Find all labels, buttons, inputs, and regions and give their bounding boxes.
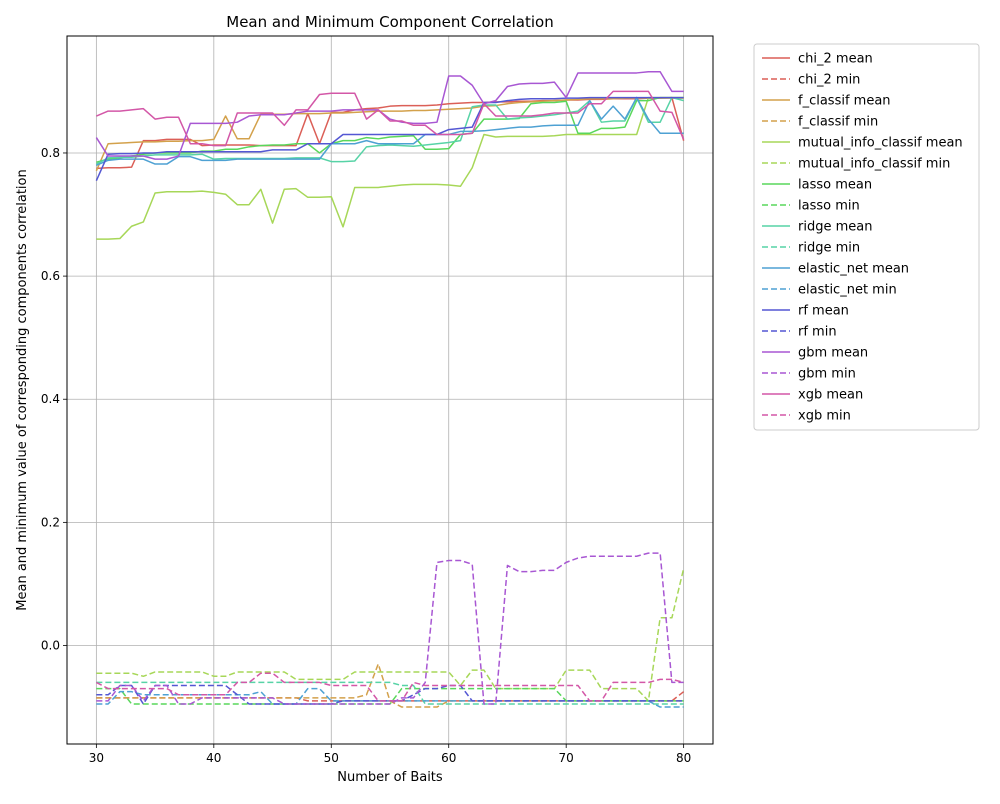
- plot-area-frame: [66, 35, 714, 745]
- y-tick-label: 0.6: [41, 269, 60, 283]
- x-tick-label: 40: [206, 751, 221, 765]
- axis-ticks: 30 40 50 60 70 80 0.0 0.2 0.4 0.6 0.8: [41, 146, 691, 765]
- legend-label: elastic_net mean: [798, 262, 909, 277]
- y-tick-label: 0.0: [41, 638, 60, 652]
- legend-label: rf min: [798, 325, 837, 340]
- legend-label: xgb min: [798, 409, 851, 424]
- y-axis-title: Mean and minimum value of corresponding …: [15, 169, 30, 610]
- series-line-xgb-mean: [96, 90, 685, 147]
- x-tick-label: 30: [89, 751, 104, 765]
- series-line-chi-2-mean: [96, 96, 685, 170]
- legend-label: lasso min: [798, 199, 860, 214]
- legend-label: gbm mean: [798, 346, 868, 361]
- series-line-xgb-min: [96, 672, 684, 702]
- legend-label: lasso mean: [798, 178, 872, 193]
- series-line-gbm-min: [96, 552, 684, 705]
- chart-title: Mean and Minimum Component Correlation: [226, 13, 553, 31]
- series-line-mutual-info-classif-min: [96, 568, 685, 702]
- series-line-elastic-net-mean: [96, 96, 684, 166]
- series-line-chi-2-min: [96, 691, 685, 702]
- legend-label: rf mean: [798, 304, 849, 319]
- legend-label: ridge mean: [798, 220, 872, 235]
- series-line-rf-mean: [95, 96, 684, 181]
- legend-label: f_classif min: [798, 115, 878, 130]
- x-tick-label: 60: [441, 751, 456, 765]
- y-tick-label: 0.2: [41, 515, 60, 529]
- x-tick-label: 70: [559, 751, 574, 765]
- legend-box: [753, 43, 980, 431]
- series-line-f-classif-mean: [95, 97, 684, 172]
- legend-label: gbm min: [798, 367, 856, 382]
- x-axis-title: Number of Baits: [337, 770, 443, 785]
- legend-label: elastic_net min: [798, 283, 897, 298]
- y-tick-label: 0.8: [41, 146, 60, 160]
- legend-label: xgb mean: [798, 388, 863, 403]
- legend-label: mutual_info_classif mean: [798, 136, 963, 151]
- legend: chi_2 mean chi_2 min f_classif mean f_class…: [753, 43, 980, 431]
- series-line-mutual-info-classif-mean: [96, 96, 684, 240]
- grid-lines: [67, 36, 713, 744]
- series-lines: [95, 70, 685, 708]
- series-line-rf-min: [96, 684, 684, 705]
- x-tick-label: 80: [676, 751, 691, 765]
- series-line-ridge-min: [96, 681, 684, 705]
- legend-label: f_classif mean: [798, 94, 891, 109]
- legend-label: ridge min: [798, 241, 860, 256]
- series-line-ridge-mean: [96, 96, 684, 165]
- x-tick-label: 50: [324, 751, 339, 765]
- legend-label: chi_2 mean: [798, 52, 873, 67]
- legend-label: chi_2 min: [798, 73, 860, 88]
- legend-label: mutual_info_classif min: [798, 157, 950, 172]
- series-line-gbm-mean: [95, 70, 684, 160]
- y-tick-label: 0.4: [41, 392, 60, 406]
